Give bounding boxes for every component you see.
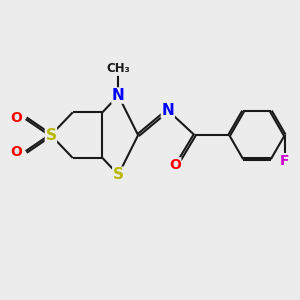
Text: O: O: [10, 111, 22, 125]
Text: O: O: [169, 158, 181, 172]
Text: O: O: [10, 145, 22, 159]
Text: CH₃: CH₃: [106, 62, 130, 75]
Text: S: S: [113, 167, 124, 182]
Text: N: N: [112, 88, 125, 103]
Text: S: S: [45, 128, 56, 142]
Text: F: F: [280, 154, 290, 168]
Text: N: N: [161, 103, 174, 118]
